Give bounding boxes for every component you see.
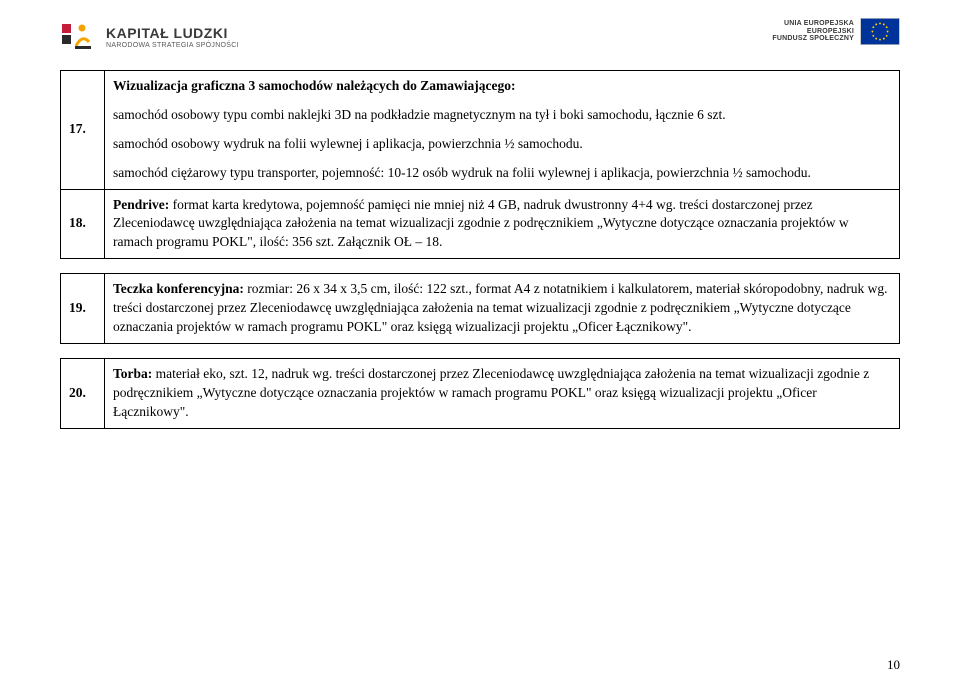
- row-text: format karta kredytowa, pojemność pamięc…: [113, 197, 849, 250]
- logo-right: UNIA EUROPEJSKA EUROPEJSKI FUNDUSZ SPOŁE…: [772, 18, 900, 45]
- table-row: 19. Teczka konferencyjna: rozmiar: 26 x …: [61, 274, 900, 344]
- eu-line-1: UNIA EUROPEJSKA: [784, 20, 854, 28]
- row-content: Torba: materiał eko, szt. 12, nadruk wg.…: [105, 358, 900, 428]
- kapital-ludzki-icon: [60, 18, 98, 56]
- row-heading: Wizualizacja graficzna 3 samochodów nale…: [113, 78, 515, 93]
- logo-left-sub: NARODOWA STRATEGIA SPÓJNOŚCI: [106, 42, 239, 49]
- page-number: 10: [887, 657, 900, 673]
- row-number: 19.: [61, 274, 105, 344]
- row-heading: Torba:: [113, 366, 152, 381]
- logo-left-main: KAPITAŁ LUDZKI: [106, 26, 239, 40]
- eu-flag-icon: [860, 18, 900, 45]
- table-3: 20. Torba: materiał eko, szt. 12, nadruk…: [60, 358, 900, 429]
- logo-left-text: KAPITAŁ LUDZKI NARODOWA STRATEGIA SPÓJNO…: [106, 26, 239, 49]
- page-header: KAPITAŁ LUDZKI NARODOWA STRATEGIA SPÓJNO…: [60, 18, 900, 56]
- row-paragraph: Teczka konferencyjna: rozmiar: 26 x 34 x…: [113, 280, 891, 337]
- table-1: 17. Wizualizacja graficzna 3 samochodów …: [60, 70, 900, 259]
- eu-line-2: EUROPEJSKI: [807, 28, 854, 36]
- row-paragraph: Torba: materiał eko, szt. 12, nadruk wg.…: [113, 365, 891, 422]
- table-row: 17. Wizualizacja graficzna 3 samochodów …: [61, 71, 900, 190]
- row-heading: Teczka konferencyjna:: [113, 281, 244, 296]
- row-content: Teczka konferencyjna: rozmiar: 26 x 34 x…: [105, 274, 900, 344]
- row-number: 17.: [61, 71, 105, 190]
- row-paragraph: samochód osobowy wydruk na folii wylewne…: [113, 135, 891, 154]
- logo-left: KAPITAŁ LUDZKI NARODOWA STRATEGIA SPÓJNO…: [60, 18, 239, 56]
- row-paragraph: Pendrive: format karta kredytowa, pojemn…: [113, 196, 891, 253]
- row-number: 20.: [61, 358, 105, 428]
- row-number: 18.: [61, 189, 105, 259]
- table-2: 19. Teczka konferencyjna: rozmiar: 26 x …: [60, 273, 900, 344]
- row-paragraph: samochód ciężarowy typu transporter, poj…: [113, 164, 891, 183]
- row-text: materiał eko, szt. 12, nadruk wg. treści…: [113, 366, 869, 419]
- table-row: 18. Pendrive: format karta kredytowa, po…: [61, 189, 900, 259]
- table-row: 20. Torba: materiał eko, szt. 12, nadruk…: [61, 358, 900, 428]
- row-content: Wizualizacja graficzna 3 samochodów nale…: [105, 71, 900, 190]
- row-heading: Pendrive:: [113, 197, 169, 212]
- row-content: Pendrive: format karta kredytowa, pojemn…: [105, 189, 900, 259]
- logo-right-text: UNIA EUROPEJSKA EUROPEJSKI FUNDUSZ SPOŁE…: [772, 20, 854, 43]
- eu-line-3: FUNDUSZ SPOŁECZNY: [772, 35, 854, 43]
- row-paragraph: samochód osobowy typu combi naklejki 3D …: [113, 106, 891, 125]
